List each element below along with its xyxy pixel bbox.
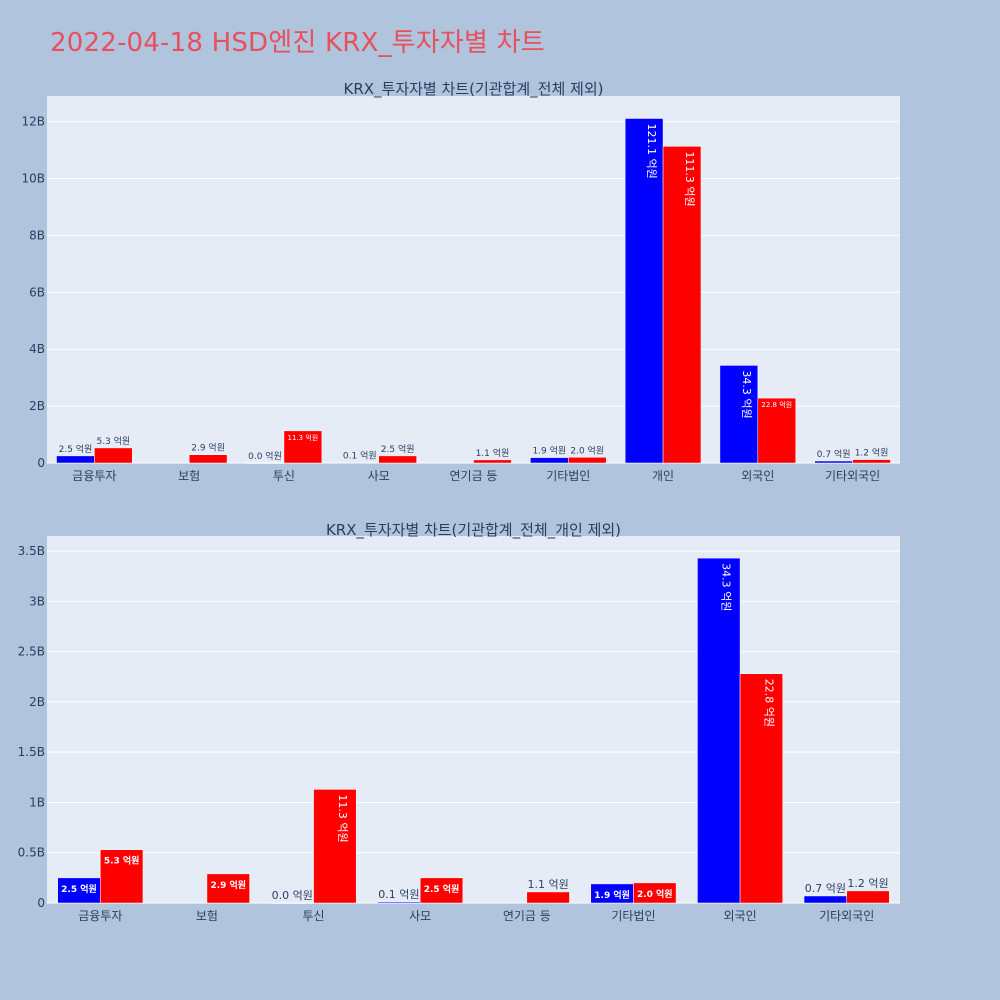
data-label: 11.3 억원: [336, 794, 349, 842]
bar-series-2: [757, 397, 796, 464]
x-tick-label: 기타외국인: [825, 469, 880, 483]
data-label: 2.5 억원: [59, 443, 93, 455]
x-tick-label: 연기금 등: [450, 469, 498, 483]
y-tick-label: 0.5B: [18, 846, 45, 860]
data-label: 22.8 억원: [761, 400, 792, 409]
data-label: 0.7 억원: [805, 882, 846, 895]
bar-series-2: [526, 891, 570, 904]
y-tick-label: 6B: [29, 285, 45, 299]
data-label: 2.5 억원: [61, 883, 97, 895]
data-label: 1.1 억원: [528, 878, 569, 891]
data-label: 2.5 억원: [381, 443, 415, 455]
x-tick-label: 사모: [368, 469, 390, 483]
y-tick-label: 3B: [29, 594, 45, 608]
data-label: 11.3 억원: [288, 433, 319, 442]
data-label: 34.3 억원: [720, 563, 733, 611]
data-label: 0.1 억원: [343, 450, 377, 462]
bar-series-1: [377, 901, 421, 904]
bar-series-1: [697, 557, 741, 904]
data-label: 0.7 억원: [817, 448, 851, 460]
data-label: 34.3 억원: [740, 370, 753, 418]
bar-series-2: [206, 873, 250, 904]
y-tick-label: 1B: [29, 795, 45, 809]
bar-series-1: [270, 902, 314, 904]
bar-series-1: [719, 365, 759, 464]
data-label: 1.2 억원: [847, 877, 888, 890]
bar-series-2: [283, 430, 323, 464]
data-label: 1.9 억원: [532, 445, 566, 457]
y-tick-label: 2.5B: [18, 645, 45, 659]
x-tick-label: 투신: [273, 469, 295, 483]
bar-series-2: [633, 882, 677, 904]
chart-investor-all: KRX_투자자별 차트(기관합계_전체 제외) 0 2B 4B 6B 8B 10B 12B 금융…: [21, 80, 900, 483]
y-tick-label: 8B: [29, 228, 45, 242]
data-label: 2.5 억원: [424, 883, 460, 895]
y-tick-label: 2B: [29, 695, 45, 709]
x-tick-label: 사모: [409, 909, 431, 923]
x-tick-label: 보험: [196, 909, 218, 923]
y-tick-label: 10B: [21, 172, 45, 186]
bar-series-1: [803, 895, 847, 904]
bar-series-2: [852, 459, 891, 464]
y-tick-label: 0: [37, 896, 45, 910]
y-tick-label: 0: [37, 456, 45, 470]
y-tick-label: 4B: [29, 342, 45, 356]
y-tick-label: 2B: [29, 399, 45, 413]
bar-series-1: [57, 877, 101, 904]
bar-series-2: [94, 447, 133, 464]
page-title: 2022-04-18 HSD엔진 KRX_투자자별 차트: [50, 28, 545, 58]
x-tick-label: 외국인: [741, 469, 774, 483]
data-label: 0.0 억원: [248, 450, 282, 462]
data-label: 22.8 억원: [762, 679, 775, 727]
data-label: 1.1 억원: [476, 447, 510, 459]
x-tick-label: 기타법인: [546, 469, 590, 483]
data-label: 121.1 억원: [645, 123, 658, 178]
bar-series-2: [473, 459, 512, 464]
x-tick-label: 연기금 등: [503, 909, 551, 923]
bar-series-1: [245, 462, 285, 464]
bar-series-2: [846, 890, 890, 904]
data-label: 0.1 억원: [378, 888, 419, 901]
bar-series-2: [100, 849, 144, 904]
data-label: 1.2 억원: [855, 447, 889, 459]
data-label: 111.3 억원: [683, 151, 696, 206]
x-tick-label: 기타법인: [611, 909, 655, 923]
x-tick-label: 금융투자: [78, 909, 122, 923]
data-label: 2.0 억원: [637, 888, 673, 900]
bar-series-1: [624, 118, 664, 464]
x-tick-label: 보험: [178, 469, 200, 483]
x-tick-label: 기타외국인: [819, 909, 874, 923]
y-tick-label: 3.5B: [18, 544, 45, 558]
bar-series-2: [739, 673, 783, 904]
bar-series-2: [188, 454, 228, 464]
bar-series-2: [662, 146, 702, 464]
y-tick-label: 1.5B: [18, 745, 45, 759]
x-tick-label: 금융투자: [72, 469, 116, 483]
x-tick-label: 개인: [652, 469, 674, 483]
data-label: 1.9 억원: [594, 889, 630, 901]
bar-series-2: [378, 455, 417, 464]
data-label: 5.3 억원: [96, 435, 130, 447]
data-label: 5.3 억원: [104, 855, 140, 867]
chart-title: KRX_투자자별 차트(기관합계_전체_개인 제외): [326, 521, 621, 540]
data-label: 2.9 억원: [210, 879, 246, 891]
bar-series-2: [419, 877, 464, 904]
data-label: 0.0 억원: [272, 889, 313, 902]
y-tick-label: 12B: [21, 115, 45, 129]
data-label: 2.0 억원: [570, 444, 604, 456]
bar-series-2: [568, 457, 607, 464]
x-tick-label: 외국인: [724, 909, 757, 923]
data-label: 2.9 억원: [191, 442, 225, 454]
x-tick-label: 투신: [303, 909, 325, 923]
chart-title: KRX_투자자별 차트(기관합계_전체 제외): [344, 80, 604, 99]
bar-series-2: [313, 789, 357, 904]
